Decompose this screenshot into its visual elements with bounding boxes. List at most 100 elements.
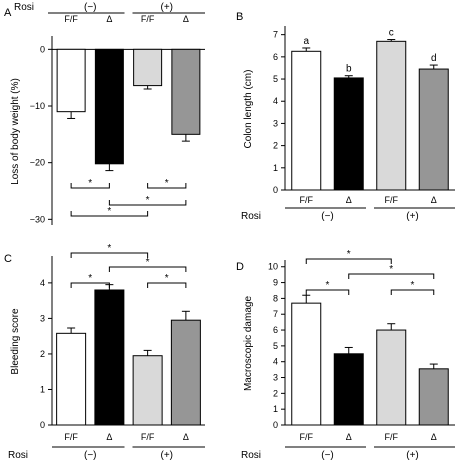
- category-label: F/F: [141, 14, 155, 24]
- y-tick-label: 1: [273, 163, 278, 173]
- significance-star: *: [88, 178, 92, 189]
- bar-4: [418, 68, 449, 191]
- bar-3: [132, 355, 163, 426]
- panel-d-macroscopic-damage: D 0 1 2 3 4 5 6 7 8 9 10 Macroscopic damage F/F Δ F/F Δ R…: [236, 249, 455, 461]
- significance-bracket: [108, 266, 187, 272]
- category-label: F/F: [385, 195, 399, 205]
- y-tick-label: 0: [40, 420, 45, 430]
- significance-bracket: [108, 200, 187, 206]
- bar-1: [291, 50, 322, 191]
- y-tick-label: 2: [273, 388, 278, 398]
- y-tick-label: 0: [273, 185, 278, 195]
- bar-3: [376, 329, 407, 426]
- y-tick-label: 3: [273, 373, 278, 383]
- category-label: F/F: [64, 432, 78, 442]
- y-tick-label: 3: [273, 118, 278, 128]
- group-label-minus: (−): [321, 211, 334, 222]
- significance-star: *: [326, 280, 330, 291]
- y-tick-label: 0: [273, 420, 278, 430]
- panel-letter: D: [236, 261, 244, 273]
- category-label: Δ: [431, 432, 437, 442]
- category-label: Δ: [106, 432, 112, 442]
- significance-star: *: [411, 280, 415, 291]
- rosi-label: Rosi: [8, 450, 28, 461]
- bar-3: [376, 40, 407, 191]
- significance-bracket: [70, 183, 110, 189]
- panel-letter: A: [4, 7, 12, 19]
- group-label-minus: (−): [84, 450, 97, 461]
- y-tick-label: 9: [273, 278, 278, 288]
- significance-bracket: [390, 289, 435, 295]
- rosi-label: Rosi: [241, 450, 261, 461]
- significance-star: *: [88, 273, 92, 284]
- bar-4: [171, 48, 201, 135]
- category-label: F/F: [300, 195, 314, 205]
- panel-a-loss-of-body-weight: A 0 −10 −20 −30 Loss of body weight (%) F/F Δ F/…: [4, 2, 205, 225]
- y-axis-label: Colon length (cm): [243, 70, 254, 149]
- bar-2: [94, 48, 124, 165]
- category-label: Δ: [106, 14, 112, 24]
- group-label-minus: (−): [84, 2, 97, 13]
- significance-star: *: [389, 264, 393, 275]
- panel-b-colon-length: B 0 1 2 3 4 5 6 7 Colon length (cm) a b c d F/F Δ F/F Δ Ro…: [236, 11, 455, 222]
- significance-star: *: [165, 178, 169, 189]
- y-tick-label: 5: [273, 74, 278, 84]
- bar-1: [291, 302, 322, 426]
- significance-star: *: [107, 243, 111, 254]
- y-tick-label: 0: [40, 44, 45, 54]
- y-tick-label: −30: [30, 214, 45, 224]
- significance-bracket: [305, 289, 350, 295]
- significance-bracket: [70, 252, 149, 258]
- y-tick-label: 2: [273, 141, 278, 151]
- category-label: Δ: [346, 432, 352, 442]
- panel-letter: B: [236, 11, 243, 23]
- significance-star: *: [347, 249, 351, 260]
- bar-1: [56, 48, 86, 113]
- category-label: F/F: [141, 432, 155, 442]
- category-label: F/F: [385, 432, 399, 442]
- significance-bracket: [70, 211, 149, 217]
- y-tick-label: 8: [273, 293, 278, 303]
- bar-3: [133, 48, 163, 87]
- significance-bracket: [305, 258, 392, 264]
- y-tick-label: 4: [273, 357, 278, 367]
- bar-1: [56, 332, 87, 426]
- category-label: Δ: [431, 195, 437, 205]
- bar-2: [94, 289, 125, 426]
- bar-annotation-2: b: [346, 64, 352, 75]
- significance-bracket: [147, 183, 187, 189]
- group-label-minus: (−): [321, 450, 334, 461]
- y-tick-label: 10: [268, 262, 278, 272]
- category-label: F/F: [64, 14, 78, 24]
- y-axis-label: Bleeding score: [10, 308, 21, 375]
- y-axis-label: Macroscopic damage: [243, 296, 254, 391]
- y-tick-label: −10: [30, 101, 45, 111]
- significance-bracket: [70, 282, 110, 288]
- rosi-label: Rosi: [14, 2, 34, 13]
- significance-star: *: [107, 206, 111, 217]
- y-tick-label: 6: [273, 325, 278, 335]
- y-tick-label: −20: [30, 158, 45, 168]
- y-tick-label: 3: [40, 313, 45, 323]
- significance-star: *: [146, 257, 150, 268]
- y-tick-label: 2: [40, 349, 45, 359]
- y-axis-label: Loss of body weight (%): [10, 78, 21, 185]
- panel-c-bleeding-score: C 0 1 2 3 4 Bleeding score F/F Δ F/F Δ Rosi (−) (+) * *…: [4, 243, 205, 461]
- group-label-plus: (+): [161, 2, 174, 13]
- significance-bracket: [348, 273, 435, 279]
- bar-2: [333, 77, 364, 191]
- category-label: Δ: [183, 432, 189, 442]
- y-tick-label: 4: [273, 96, 278, 106]
- y-tick-label: 4: [40, 278, 45, 288]
- category-label: Δ: [183, 14, 189, 24]
- y-tick-label: 6: [273, 52, 278, 62]
- bar-annotation-3: c: [389, 28, 394, 39]
- group-label-plus: (+): [406, 211, 419, 222]
- panel-letter: C: [4, 253, 12, 265]
- category-label: Δ: [346, 195, 352, 205]
- category-label: F/F: [300, 432, 314, 442]
- y-tick-label: 5: [273, 341, 278, 351]
- y-tick-label: 1: [40, 384, 45, 394]
- bar-4: [418, 368, 449, 426]
